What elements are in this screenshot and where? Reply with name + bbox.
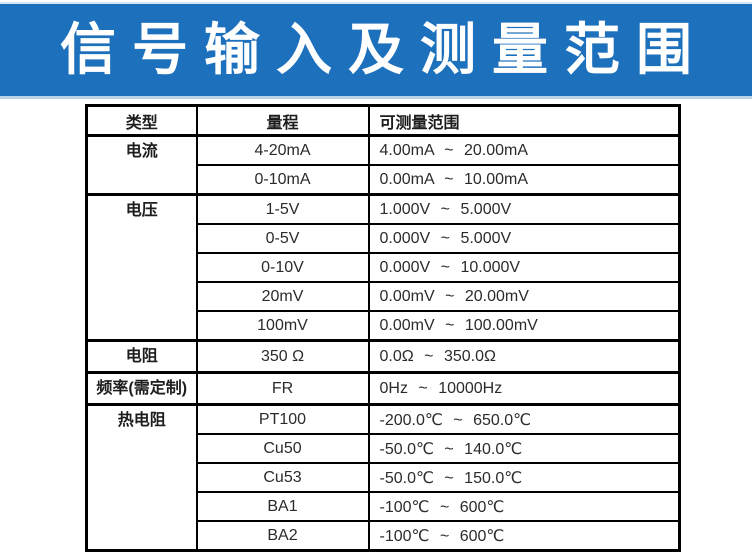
title-banner: 信号输入及测量范围 [0, 2, 752, 99]
measure-cell: 1.000V ~ 5.000V [367, 193, 681, 225]
header-row: 类型 量程 可测量范围 [85, 104, 681, 137]
measure-cell: 0.000V ~ 5.000V [367, 223, 681, 254]
range-cell: 4-20mA [195, 134, 370, 166]
type-cell: 电阻 [85, 339, 198, 374]
table-row: 频率(需定制) FR 0Hz ~ 10000Hz [85, 371, 681, 406]
table-row: 0-10mA 0.00mA ~ 10.00mA [87, 164, 681, 196]
table-row: 电阻 350 Ω 0.0Ω ~ 350.0Ω [85, 339, 681, 374]
range-cell: 0-10mA [195, 164, 370, 196]
measure-cell: -200.0℃ ~ 650.0℃ [367, 403, 681, 435]
table-row: 0-10V 0.000V ~ 10.000V [87, 252, 681, 283]
header-type: 类型 [85, 104, 198, 137]
measure-cell: -50.0℃ ~ 140.0℃ [367, 433, 681, 464]
range-cell: BA1 [195, 491, 370, 522]
page-title: 信号输入及测量范围 [60, 18, 708, 81]
table-row: BA1 -100℃ ~ 600℃ [87, 491, 681, 522]
range-cell: 20mV [195, 281, 370, 312]
measure-cell: 0.0Ω ~ 350.0Ω [367, 339, 681, 374]
table-row: 100mV 0.00mV ~ 100.00mV [87, 310, 681, 342]
type-cell: 电流 [85, 134, 198, 196]
measure-cell: 4.00mA ~ 20.00mA [367, 134, 681, 166]
measure-cell: 0.000V ~ 10.000V [367, 252, 681, 283]
measure-cell: -100℃ ~ 600℃ [367, 491, 681, 522]
table-row: 热电阻 PT100 -200.0℃ ~ 650.0℃ [85, 403, 681, 552]
range-cell: 1-5V [195, 193, 370, 225]
range-cell: FR [195, 371, 370, 406]
measure-cell: 0Hz ~ 10000Hz [367, 371, 681, 406]
measure-cell: 0.00mV ~ 20.00mV [367, 281, 681, 312]
range-cell: BA2 [195, 520, 370, 552]
table-row: Cu53 -50.0℃ ~ 150.0℃ [87, 462, 681, 493]
range-cell: 0-10V [195, 252, 370, 283]
table-row: 20mV 0.00mV ~ 20.00mV [87, 281, 681, 312]
measure-cell: 0.00mV ~ 100.00mV [367, 310, 681, 342]
range-cell: 100mV [195, 310, 370, 342]
range-cell: 350 Ω [195, 339, 370, 374]
table-row: Cu50 -50.0℃ ~ 140.0℃ [87, 433, 681, 464]
range-cell: PT100 [195, 403, 370, 435]
range-cell: 0-5V [195, 223, 370, 254]
range-cell: Cu50 [195, 433, 370, 464]
table-row: 电压 1-5V 1.000V ~ 5.000V [85, 193, 681, 342]
table-row: 电流 4-20mA 4.00mA ~ 20.00mA [85, 134, 681, 196]
type-cell: 电压 [85, 193, 198, 342]
header-measure: 可测量范围 [367, 104, 681, 137]
measure-cell: -100℃ ~ 600℃ [367, 520, 681, 552]
table-row: 0-5V 0.000V ~ 5.000V [87, 223, 681, 254]
measure-cell: -50.0℃ ~ 150.0℃ [367, 462, 681, 493]
range-cell: Cu53 [195, 462, 370, 493]
signal-range-table: 类型 量程 可测量范围 电流 4-20mA 4.00mA ~ 20.00mA 0… [85, 104, 681, 552]
type-cell: 热电阻 [85, 403, 198, 552]
header-range: 量程 [195, 104, 370, 137]
measure-cell: 0.00mA ~ 10.00mA [367, 164, 681, 196]
type-cell: 频率(需定制) [85, 371, 198, 406]
signal-table-container: 类型 量程 可测量范围 电流 4-20mA 4.00mA ~ 20.00mA 0… [85, 104, 752, 552]
